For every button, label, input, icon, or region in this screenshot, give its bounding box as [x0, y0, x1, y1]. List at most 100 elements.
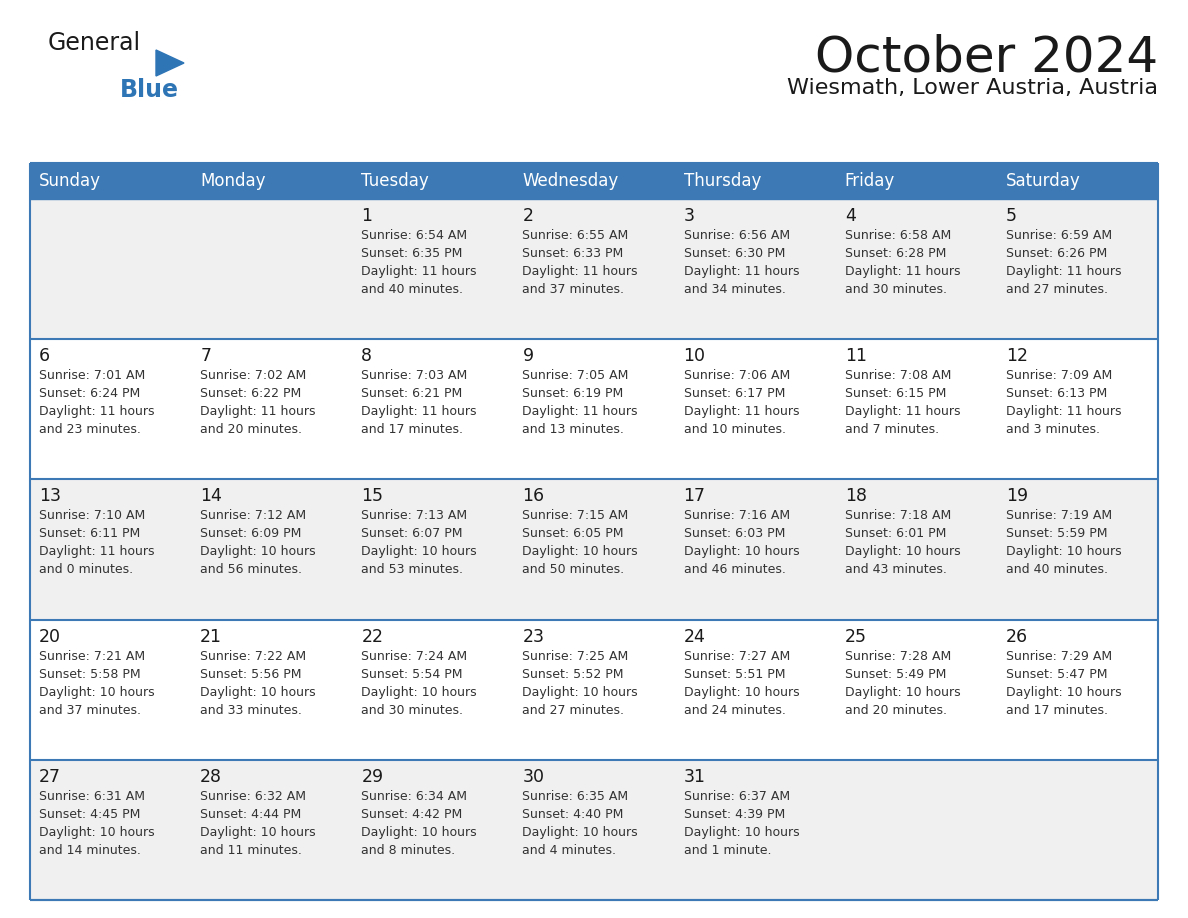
- Text: Sunset: 4:39 PM: Sunset: 4:39 PM: [683, 808, 785, 821]
- Text: 10: 10: [683, 347, 706, 365]
- Polygon shape: [156, 50, 184, 76]
- Text: and 14 minutes.: and 14 minutes.: [39, 844, 141, 856]
- Text: and 50 minutes.: and 50 minutes.: [523, 564, 625, 577]
- Text: Daylight: 10 hours: Daylight: 10 hours: [845, 686, 960, 699]
- Text: 25: 25: [845, 628, 867, 645]
- Text: 20: 20: [39, 628, 61, 645]
- Text: 27: 27: [39, 767, 61, 786]
- Text: Sunrise: 6:56 AM: Sunrise: 6:56 AM: [683, 229, 790, 242]
- Text: 29: 29: [361, 767, 384, 786]
- Text: Daylight: 11 hours: Daylight: 11 hours: [39, 405, 154, 419]
- Text: 12: 12: [1006, 347, 1028, 365]
- Text: Saturday: Saturday: [1006, 172, 1081, 190]
- Text: Sunday: Sunday: [39, 172, 101, 190]
- Text: Sunset: 4:44 PM: Sunset: 4:44 PM: [200, 808, 302, 821]
- Text: 16: 16: [523, 487, 544, 506]
- Text: and 8 minutes.: and 8 minutes.: [361, 844, 455, 856]
- Text: Sunrise: 6:34 AM: Sunrise: 6:34 AM: [361, 789, 467, 803]
- Text: 4: 4: [845, 207, 855, 225]
- Text: and 13 minutes.: and 13 minutes.: [523, 423, 625, 436]
- Text: and 10 minutes.: and 10 minutes.: [683, 423, 785, 436]
- Text: 21: 21: [200, 628, 222, 645]
- Text: Sunset: 5:59 PM: Sunset: 5:59 PM: [1006, 528, 1107, 541]
- Text: and 37 minutes.: and 37 minutes.: [39, 703, 141, 717]
- Text: 7: 7: [200, 347, 211, 365]
- Text: Sunset: 5:56 PM: Sunset: 5:56 PM: [200, 667, 302, 680]
- Text: Daylight: 10 hours: Daylight: 10 hours: [523, 545, 638, 558]
- Text: Tuesday: Tuesday: [361, 172, 429, 190]
- Text: Sunrise: 6:55 AM: Sunrise: 6:55 AM: [523, 229, 628, 242]
- Text: and 37 minutes.: and 37 minutes.: [523, 283, 625, 296]
- Text: Daylight: 11 hours: Daylight: 11 hours: [683, 265, 800, 278]
- Text: and 0 minutes.: and 0 minutes.: [39, 564, 133, 577]
- Text: and 7 minutes.: and 7 minutes.: [845, 423, 939, 436]
- Text: Sunrise: 6:37 AM: Sunrise: 6:37 AM: [683, 789, 790, 803]
- Text: Sunrise: 7:27 AM: Sunrise: 7:27 AM: [683, 650, 790, 663]
- Text: and 1 minute.: and 1 minute.: [683, 844, 771, 856]
- Text: Sunrise: 7:28 AM: Sunrise: 7:28 AM: [845, 650, 950, 663]
- Text: Daylight: 10 hours: Daylight: 10 hours: [39, 686, 154, 699]
- Text: Sunrise: 6:31 AM: Sunrise: 6:31 AM: [39, 789, 145, 803]
- Text: and 4 minutes.: and 4 minutes.: [523, 844, 617, 856]
- Text: Daylight: 10 hours: Daylight: 10 hours: [523, 826, 638, 839]
- Text: Thursday: Thursday: [683, 172, 762, 190]
- Text: Daylight: 10 hours: Daylight: 10 hours: [845, 545, 960, 558]
- Text: and 23 minutes.: and 23 minutes.: [39, 423, 141, 436]
- Text: and 17 minutes.: and 17 minutes.: [1006, 703, 1108, 717]
- Text: Daylight: 10 hours: Daylight: 10 hours: [1006, 545, 1121, 558]
- Text: Daylight: 10 hours: Daylight: 10 hours: [361, 686, 476, 699]
- Text: Sunset: 5:49 PM: Sunset: 5:49 PM: [845, 667, 946, 680]
- Text: 3: 3: [683, 207, 695, 225]
- Text: 26: 26: [1006, 628, 1028, 645]
- Text: Daylight: 10 hours: Daylight: 10 hours: [1006, 686, 1121, 699]
- Text: Sunset: 4:40 PM: Sunset: 4:40 PM: [523, 808, 624, 821]
- Bar: [675, 163, 835, 199]
- Text: Sunrise: 7:06 AM: Sunrise: 7:06 AM: [683, 369, 790, 382]
- Text: Daylight: 11 hours: Daylight: 11 hours: [683, 405, 800, 419]
- Text: Sunset: 6:11 PM: Sunset: 6:11 PM: [39, 528, 140, 541]
- Text: Daylight: 11 hours: Daylight: 11 hours: [1006, 405, 1121, 419]
- Text: Sunset: 5:54 PM: Sunset: 5:54 PM: [361, 667, 463, 680]
- Text: and 20 minutes.: and 20 minutes.: [200, 423, 302, 436]
- Text: Sunrise: 7:18 AM: Sunrise: 7:18 AM: [845, 509, 950, 522]
- Text: Sunset: 6:01 PM: Sunset: 6:01 PM: [845, 528, 946, 541]
- Text: Sunrise: 7:15 AM: Sunrise: 7:15 AM: [523, 509, 628, 522]
- Text: Daylight: 10 hours: Daylight: 10 hours: [39, 826, 154, 839]
- Text: and 34 minutes.: and 34 minutes.: [683, 283, 785, 296]
- Text: Sunrise: 6:58 AM: Sunrise: 6:58 AM: [845, 229, 950, 242]
- Bar: [30, 620, 1158, 760]
- Text: Daylight: 11 hours: Daylight: 11 hours: [1006, 265, 1121, 278]
- Text: Sunset: 6:30 PM: Sunset: 6:30 PM: [683, 247, 785, 260]
- Text: and 17 minutes.: and 17 minutes.: [361, 423, 463, 436]
- Text: Sunset: 6:21 PM: Sunset: 6:21 PM: [361, 387, 462, 400]
- Text: Daylight: 10 hours: Daylight: 10 hours: [200, 686, 316, 699]
- Text: Sunrise: 7:12 AM: Sunrise: 7:12 AM: [200, 509, 307, 522]
- Bar: [835, 163, 997, 199]
- Text: and 24 minutes.: and 24 minutes.: [683, 703, 785, 717]
- Text: Wiesmath, Lower Austria, Austria: Wiesmath, Lower Austria, Austria: [786, 78, 1158, 98]
- Text: 17: 17: [683, 487, 706, 506]
- Text: Sunrise: 7:16 AM: Sunrise: 7:16 AM: [683, 509, 790, 522]
- Bar: [353, 163, 513, 199]
- Text: 24: 24: [683, 628, 706, 645]
- Text: Sunset: 4:45 PM: Sunset: 4:45 PM: [39, 808, 140, 821]
- Text: and 43 minutes.: and 43 minutes.: [845, 564, 947, 577]
- Text: Daylight: 10 hours: Daylight: 10 hours: [361, 545, 476, 558]
- Text: Sunrise: 7:19 AM: Sunrise: 7:19 AM: [1006, 509, 1112, 522]
- Text: Sunrise: 6:59 AM: Sunrise: 6:59 AM: [1006, 229, 1112, 242]
- Text: and 53 minutes.: and 53 minutes.: [361, 564, 463, 577]
- Text: Daylight: 10 hours: Daylight: 10 hours: [361, 826, 476, 839]
- Text: Sunset: 6:22 PM: Sunset: 6:22 PM: [200, 387, 302, 400]
- Text: Sunset: 6:17 PM: Sunset: 6:17 PM: [683, 387, 785, 400]
- Text: and 27 minutes.: and 27 minutes.: [1006, 283, 1108, 296]
- Bar: [997, 163, 1158, 199]
- Text: Sunrise: 7:02 AM: Sunrise: 7:02 AM: [200, 369, 307, 382]
- Text: Daylight: 11 hours: Daylight: 11 hours: [845, 405, 960, 419]
- Text: 22: 22: [361, 628, 384, 645]
- Text: Sunrise: 7:25 AM: Sunrise: 7:25 AM: [523, 650, 628, 663]
- Text: 11: 11: [845, 347, 867, 365]
- Text: Sunset: 5:58 PM: Sunset: 5:58 PM: [39, 667, 140, 680]
- Text: 5: 5: [1006, 207, 1017, 225]
- Text: and 20 minutes.: and 20 minutes.: [845, 703, 947, 717]
- Text: Sunset: 6:05 PM: Sunset: 6:05 PM: [523, 528, 624, 541]
